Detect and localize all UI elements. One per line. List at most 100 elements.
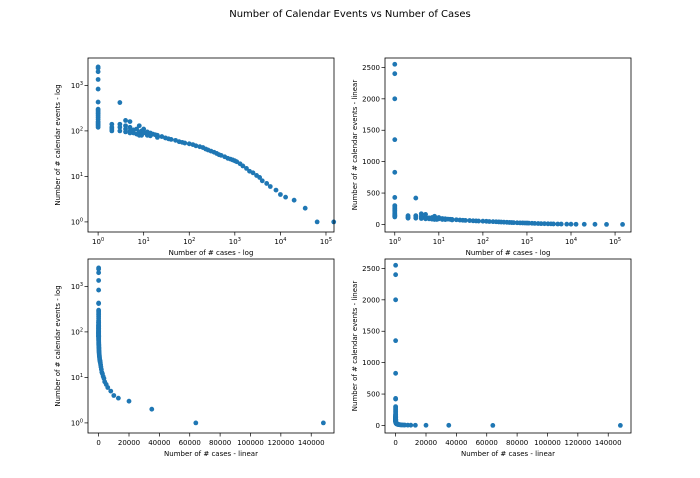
y-tick-label: 102: [71, 327, 83, 336]
x-tick-label: 103: [229, 237, 241, 246]
x-axis-label: Number of # cases - linear: [461, 450, 555, 458]
data-point: [476, 218, 482, 224]
data-point: [105, 385, 111, 390]
data-point: [392, 169, 398, 175]
x-tick-label: 101: [138, 237, 150, 246]
data-point: [393, 297, 399, 303]
data-point: [109, 128, 115, 134]
tick-base: 10: [433, 238, 442, 246]
data-point: [620, 221, 625, 227]
tick-exponent: 2: [192, 237, 195, 243]
data-point: [592, 221, 598, 227]
data-point: [581, 221, 587, 227]
y-tick-label: 2500: [362, 265, 380, 273]
data-point: [127, 124, 133, 130]
data-point: [558, 221, 564, 227]
x-tick-label: 120000: [267, 439, 294, 447]
subplot-3: 0 20000 40000 60000 80000 100000 120000 140000 1…: [54, 258, 335, 458]
data-point: [240, 163, 246, 169]
data-point: [95, 65, 101, 71]
tick-exponent: 0: [398, 237, 401, 243]
tick-base: 10: [565, 238, 574, 246]
y-axis-label: Number of # calendar events - linear: [351, 281, 359, 412]
data-point: [123, 123, 128, 129]
tick-base: 10: [71, 127, 80, 135]
x-axis-label: Number of # cases - log: [169, 249, 254, 257]
data-point: [96, 266, 102, 272]
data-point: [96, 324, 102, 330]
tick-base: 10: [609, 238, 618, 246]
subplot-2: 100 101 102 103 104 10505001000150020002500Nu…: [351, 57, 632, 257]
tick-exponent: 0: [101, 237, 104, 243]
data-point: [117, 100, 123, 105]
data-point: [486, 219, 492, 224]
plot-area: [87, 57, 335, 233]
scatter-points: [393, 262, 623, 428]
subplot-4: 0 20000 40000 60000 80000 100000 120000 140000 0…: [351, 258, 632, 458]
data-point: [314, 219, 320, 225]
data-point: [302, 205, 308, 211]
data-point: [542, 221, 547, 227]
x-tick-label: 40000: [148, 439, 170, 447]
data-point: [108, 388, 114, 394]
data-point: [159, 134, 165, 139]
data-point: [617, 422, 623, 428]
data-point: [393, 396, 399, 402]
tick-base: 10: [71, 218, 80, 226]
y-tick-label: 1500: [362, 328, 380, 336]
x-tick-label: 80000: [506, 439, 528, 447]
data-point: [449, 217, 455, 223]
tick-base: 10: [477, 238, 486, 246]
x-tick-label: 104: [274, 237, 286, 246]
x-tick-label: 20000: [415, 439, 437, 447]
data-point: [480, 218, 486, 224]
data-point: [141, 126, 147, 132]
data-point: [467, 218, 473, 223]
data-point: [244, 165, 249, 171]
x-tick-label: 104: [565, 237, 577, 246]
data-point: [126, 398, 132, 404]
data-point: [413, 215, 419, 221]
y-tick-label: 101: [71, 172, 83, 181]
tick-base: 10: [71, 283, 80, 291]
x-tick-label: 102: [183, 237, 195, 246]
x-tick-label: 60000: [476, 439, 498, 447]
y-tick-label: 1500: [362, 127, 380, 135]
data-point: [136, 123, 142, 129]
y-tick-label: 2500: [362, 64, 380, 72]
data-point: [193, 143, 199, 149]
x-tick-label: 103: [521, 237, 533, 246]
data-point: [392, 195, 398, 200]
data-point: [453, 217, 459, 223]
data-point: [551, 221, 556, 227]
data-point: [273, 187, 279, 193]
data-point: [259, 178, 265, 184]
data-point: [555, 221, 561, 227]
x-tick-label: 120000: [564, 439, 591, 447]
x-tick-label: 0: [393, 439, 397, 447]
y-axis-label: Number of # calendar events - log: [54, 285, 62, 406]
data-point: [96, 278, 102, 283]
tick-base: 10: [138, 238, 147, 246]
data-point: [117, 124, 123, 130]
scatter-points: [392, 61, 625, 227]
y-tick-label: 1000: [362, 359, 380, 367]
tick-base: 10: [71, 374, 80, 382]
data-point: [462, 217, 468, 223]
x-tick-label: 60000: [179, 439, 201, 447]
data-point: [393, 370, 399, 376]
tick-exponent: 0: [80, 418, 83, 424]
x-tick-label: 20000: [118, 439, 140, 447]
tick-exponent: 3: [238, 237, 241, 243]
data-point: [392, 61, 398, 67]
tick-exponent: 1: [442, 237, 445, 243]
tick-exponent: 4: [283, 237, 286, 243]
data-point: [393, 272, 399, 278]
tick-base: 10: [71, 328, 80, 336]
data-point: [155, 134, 160, 140]
y-tick-label: 100: [71, 217, 83, 226]
data-point: [564, 221, 570, 227]
data-point: [568, 221, 574, 227]
tick-exponent: 3: [530, 237, 533, 243]
data-point: [573, 221, 579, 227]
